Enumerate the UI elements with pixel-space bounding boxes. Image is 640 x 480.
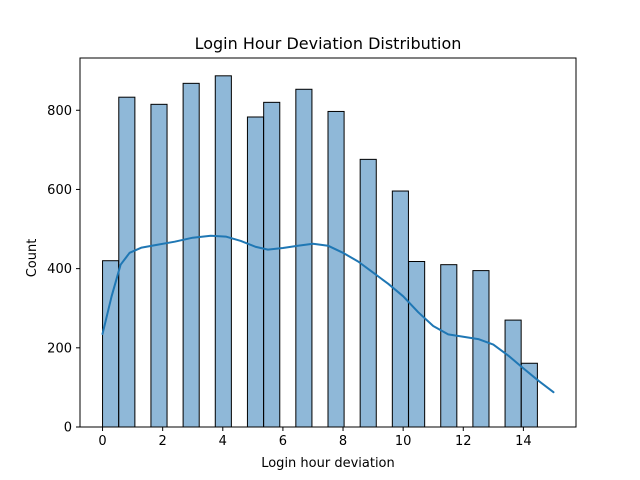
x-tick-label-12: 12 xyxy=(455,434,472,449)
y-tick-label-200: 200 xyxy=(47,341,72,356)
x-tick-label-6: 6 xyxy=(279,434,287,449)
x-tick-label-8: 8 xyxy=(339,434,347,449)
bars-layer xyxy=(102,75,538,428)
histogram-bar-4 xyxy=(214,75,232,428)
histogram-bar-6 xyxy=(263,101,281,428)
x-axis-ticks: 0 2 4 6 8 10 12 14 xyxy=(98,427,532,449)
x-tick-label-4: 4 xyxy=(219,434,227,449)
histogram-bar-8 xyxy=(327,110,345,428)
histogram-bar-2 xyxy=(150,103,168,428)
y-tick-label-600: 600 xyxy=(47,183,72,198)
histogram-bar-0 xyxy=(102,260,120,428)
chart-title: Login Hour Deviation Distribution xyxy=(195,34,462,53)
x-tick-label-10: 10 xyxy=(395,434,412,449)
histogram-bar-13 xyxy=(472,270,490,428)
histogram-bar-7 xyxy=(295,88,313,428)
y-tick-label-0: 0 xyxy=(64,421,72,436)
histogram-bar-11 xyxy=(408,261,426,428)
x-tick-label-14: 14 xyxy=(515,434,532,449)
x-axis-title: Login hour deviation xyxy=(261,456,395,471)
histogram-bar-5 xyxy=(246,116,265,428)
kde-layer xyxy=(101,234,555,394)
histogram-bar-14 xyxy=(504,319,522,428)
y-tick-label-400: 400 xyxy=(47,262,72,277)
x-tick-label-0: 0 xyxy=(98,434,106,449)
histogram-bar-3 xyxy=(182,82,200,428)
histogram-bar-1 xyxy=(118,96,136,428)
y-axis-ticks: 0 200 400 600 800 xyxy=(47,104,80,436)
histogram-bar-10 xyxy=(391,190,409,428)
plot-frame xyxy=(79,57,577,428)
x-tick-label-2: 2 xyxy=(159,434,167,449)
kde-curve xyxy=(101,234,555,394)
histogram-bar-9 xyxy=(359,158,377,428)
y-tick-label-800: 800 xyxy=(47,104,72,119)
y-axis-title: Count xyxy=(25,239,40,278)
histogram-bar-12 xyxy=(440,264,458,428)
